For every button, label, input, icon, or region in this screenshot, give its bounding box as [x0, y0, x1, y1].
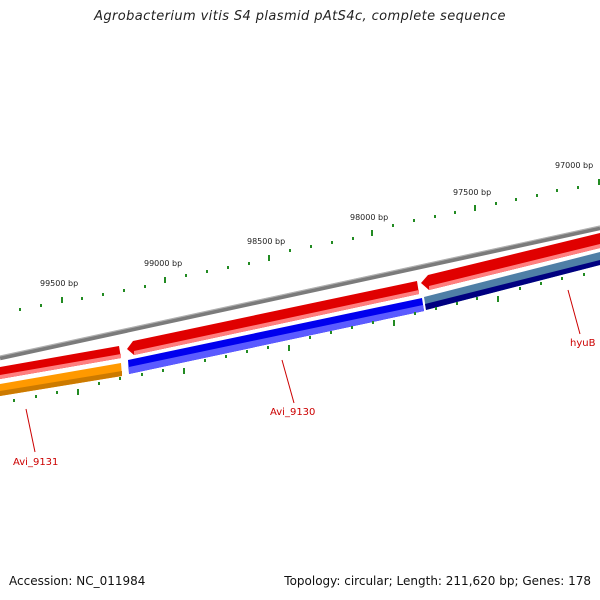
cds-hyuB-bar[interactable]	[424, 252, 600, 310]
gene-Avi_9130-arrow[interactable]	[127, 281, 419, 355]
cds-Avi_9130-bar[interactable]	[128, 298, 424, 374]
hyuB-leader-line	[567, 289, 581, 335]
accession-label: Accession: NC_011984	[9, 574, 146, 588]
cds-Avi_9131-bar[interactable]	[0, 363, 122, 396]
topology-summary: Topology: circular; Length: 211,620 bp; …	[284, 574, 591, 588]
bp-label-99500: 99500 bp	[40, 279, 78, 288]
gene-label-Avi_9131[interactable]: Avi_9131	[13, 457, 58, 468]
bp-label-98500: 98500 bp	[247, 237, 285, 246]
bp-label-99000: 99000 bp	[144, 259, 182, 268]
gene-label-Avi_9130[interactable]: Avi_9130	[270, 407, 315, 418]
gene-Avi_9131-arrow[interactable]	[0, 346, 121, 379]
outer-tick-row	[19, 179, 600, 311]
Avi_9130-leader-line	[281, 359, 295, 404]
map-title: Agrobacterium vitis S4 plasmid pAtS4c, c…	[94, 9, 506, 24]
bp-label-98000: 98000 bp	[350, 213, 388, 222]
gene-label-hyuB[interactable]: hyuB	[570, 338, 596, 349]
gene-hyuB-arrow[interactable]	[421, 233, 600, 290]
bp-label-97500: 97500 bp	[453, 188, 491, 197]
inner-tick-row	[13, 273, 585, 402]
bp-label-97000: 97000 bp	[555, 161, 593, 170]
plasmid-backbone	[0, 225, 600, 361]
Avi_9131-leader-line	[25, 408, 36, 453]
